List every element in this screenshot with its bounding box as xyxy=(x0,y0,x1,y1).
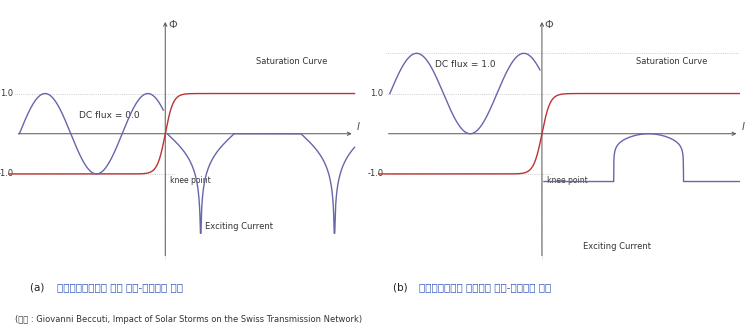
Text: -1.0: -1.0 xyxy=(0,170,14,178)
Text: Saturation Curve: Saturation Curve xyxy=(636,57,708,66)
Text: -1.0: -1.0 xyxy=(368,170,384,178)
Text: Saturation Curve: Saturation Curve xyxy=(256,57,328,66)
Text: Exciting Current: Exciting Current xyxy=(205,222,273,231)
Text: $I$: $I$ xyxy=(356,120,361,132)
Text: 1.0: 1.0 xyxy=(0,89,14,98)
Text: $\Phi$: $\Phi$ xyxy=(168,18,177,30)
Text: 지자기유도전류 환경에서 자속-여자전류 관계: 지자기유도전류 환경에서 자속-여자전류 관계 xyxy=(419,282,551,292)
Text: $I$: $I$ xyxy=(741,120,746,132)
Text: 지자기유도전류가 없는 자속-여자전류 관계: 지자기유도전류가 없는 자속-여자전류 관계 xyxy=(57,282,183,292)
Text: DC flux = 1.0: DC flux = 1.0 xyxy=(435,60,496,70)
Text: $\Phi$: $\Phi$ xyxy=(544,18,554,30)
Text: (b): (b) xyxy=(393,282,414,292)
Text: knee point: knee point xyxy=(170,176,211,185)
Text: (a): (a) xyxy=(30,282,51,292)
Text: DC flux = 0.0: DC flux = 0.0 xyxy=(79,111,139,120)
Text: knee point: knee point xyxy=(547,176,587,185)
Text: Exciting Current: Exciting Current xyxy=(583,242,651,251)
Text: (출체 : Giovanni Beccuti, Impact of Solar Storms on the Swiss Transmission Network: (출체 : Giovanni Beccuti, Impact of Solar … xyxy=(15,315,362,324)
Text: 1.0: 1.0 xyxy=(371,89,384,98)
